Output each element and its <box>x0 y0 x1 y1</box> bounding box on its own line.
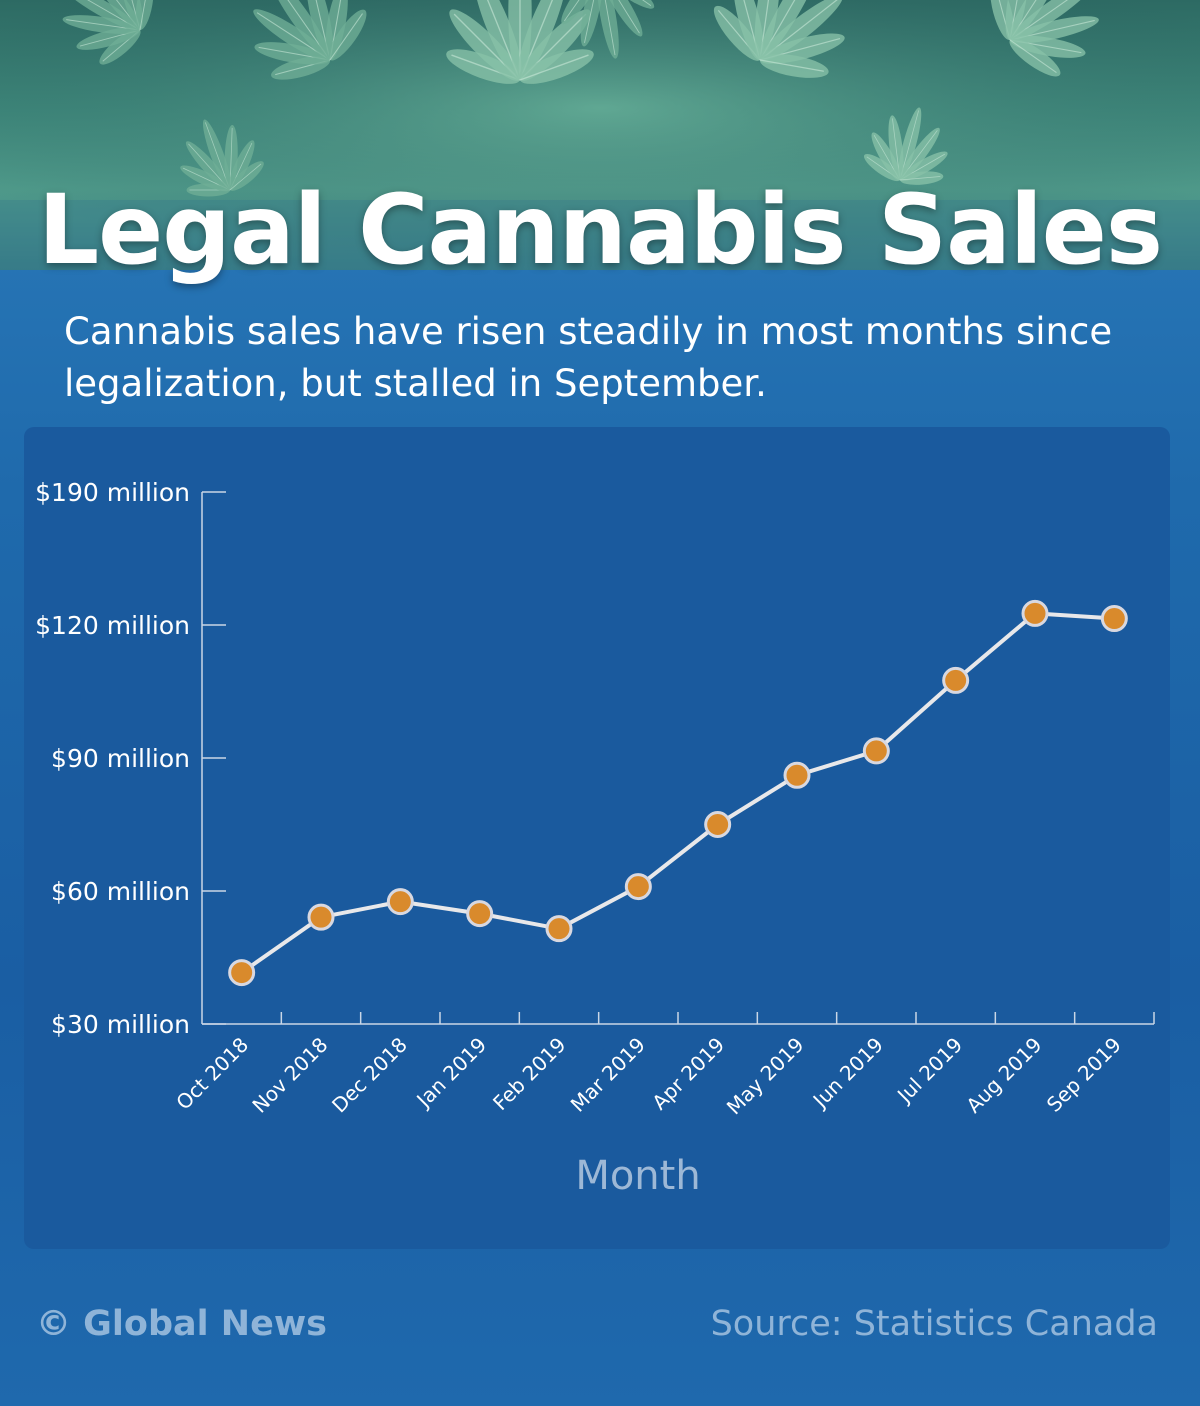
data-point <box>624 873 652 901</box>
data-point <box>1021 599 1049 627</box>
leaf-shape <box>446 0 594 84</box>
data-point <box>942 666 970 694</box>
data-point <box>783 761 811 789</box>
x-tick-label: Sep 2019 <box>1042 1033 1126 1117</box>
leaf-shape <box>713 0 845 78</box>
x-tick-label: Oct 2018 <box>171 1033 253 1115</box>
data-point <box>466 900 494 928</box>
y-tick-label: $90 million <box>51 744 190 773</box>
chart-panel: $30 million $60 million $90 million $120 mi… <box>24 427 1170 1249</box>
hero-image <box>0 0 1200 270</box>
leaf-shape <box>253 0 367 80</box>
x-tick-label: Jan 2019 <box>411 1033 492 1114</box>
leaf-shape <box>990 0 1099 77</box>
x-tick-label: Nov 2018 <box>247 1033 332 1118</box>
y-tick-label: $190 million <box>35 478 190 507</box>
x-tick-label: Jul 2019 <box>891 1033 967 1109</box>
page-title: Legal Cannabis Sales <box>37 174 1163 286</box>
x-tick-label: Feb 2019 <box>488 1033 570 1115</box>
x-tick-label: Jun 2019 <box>807 1033 888 1114</box>
data-point <box>386 888 414 916</box>
data-point <box>307 903 335 931</box>
x-tick-label: Dec 2018 <box>327 1033 412 1118</box>
y-tick-label: $60 million <box>51 877 190 906</box>
leaf-shape <box>180 119 264 197</box>
leaf-shape <box>561 0 655 59</box>
data-point <box>1100 605 1128 633</box>
line-chart: $30 million $60 million $90 million $120 mi… <box>35 478 1155 1199</box>
data-point <box>545 915 573 943</box>
x-tick-label: Aug 2019 <box>961 1033 1046 1118</box>
sales-series-line <box>240 611 1115 975</box>
data-point <box>862 737 890 765</box>
source-text: Source: Statistics Canada <box>710 1304 1158 1344</box>
x-tick-label: Mar 2019 <box>566 1033 650 1117</box>
leaf-shape <box>863 107 948 185</box>
data-point <box>228 959 256 987</box>
x-axis-label: Month <box>575 1153 700 1199</box>
page-subtitle: Cannabis sales have risen steadily in mo… <box>64 310 1113 405</box>
leaf-shape <box>61 0 154 65</box>
cannabis-leaf-illustration <box>0 0 1200 270</box>
x-tick-label: May 2019 <box>722 1033 809 1120</box>
y-tick-label: $120 million <box>35 611 190 640</box>
x-tick-label: Apr 2019 <box>647 1033 729 1115</box>
y-tick-label: $30 million <box>51 1010 190 1039</box>
credit-text: © Global News <box>36 1304 328 1344</box>
data-point <box>704 811 732 838</box>
